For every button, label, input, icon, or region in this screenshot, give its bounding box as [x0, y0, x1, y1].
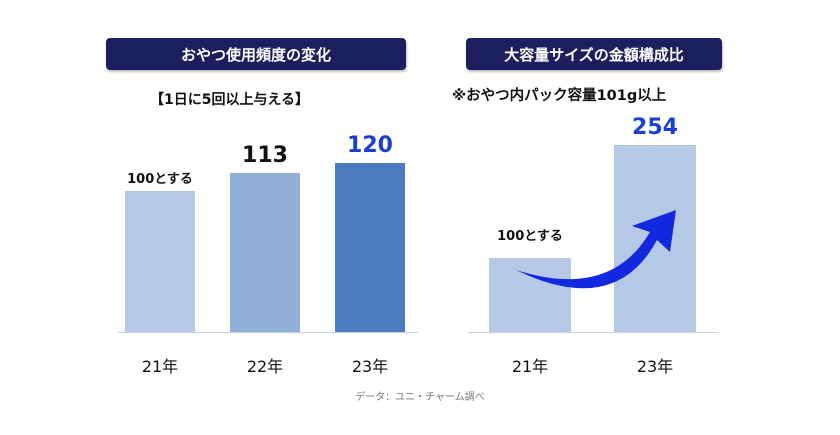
bar-21年 — [125, 191, 195, 332]
left-chart-baseline — [118, 332, 418, 333]
value-label: 254 — [632, 114, 678, 140]
value-label: 100とする — [127, 172, 193, 188]
bar-21年 — [489, 258, 571, 332]
left-chart-title: おやつ使用頻度の変化 — [106, 38, 406, 70]
value-label: 113 — [242, 142, 288, 168]
right-chart-baseline — [468, 332, 718, 333]
right-chart-subtitle: ※おやつ内パック容量101g以上 — [452, 88, 667, 104]
right-chart-title: 大容量サイズの金額構成比 — [466, 38, 722, 70]
category-label: 23年 — [351, 357, 389, 376]
bar-23年 — [614, 144, 696, 332]
data-source-note: データ：ユニ・チャーム調べ — [355, 392, 485, 403]
category-label: 21年 — [511, 357, 549, 376]
category-label: 22年 — [246, 357, 284, 376]
value-label: 120 — [347, 133, 393, 159]
left-chart-subtitle: 【1日に5回以上与える】 — [150, 92, 310, 108]
value-label: 100とする — [497, 229, 563, 245]
category-label: 23年 — [636, 357, 674, 376]
category-label: 21年 — [141, 357, 179, 376]
bar-22年 — [230, 172, 300, 332]
bar-23年 — [335, 163, 405, 332]
